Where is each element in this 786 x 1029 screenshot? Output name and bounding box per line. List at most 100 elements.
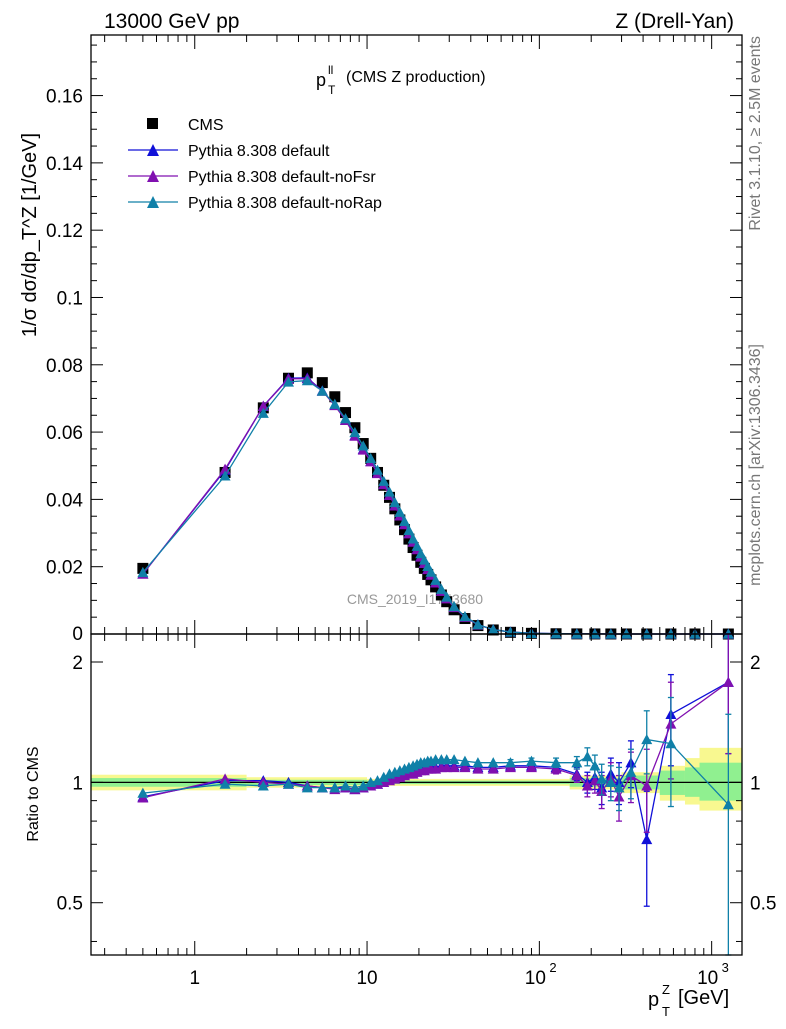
main-series-point-noRap (340, 413, 352, 424)
ratio-series-point-noRap (581, 751, 593, 762)
ratio-series-point-noRap (340, 780, 352, 791)
ratio-xtick-label: 10 (697, 968, 718, 989)
ratio-series-point-noFsr (641, 780, 653, 791)
ratio-series-point-noFsr (571, 770, 583, 781)
cms-data-point (340, 407, 352, 419)
main-ylabel-text: 1/σ dσ/dp_T^Z [1/GeV] (19, 133, 41, 337)
main-series-point-noRap (441, 591, 453, 602)
main-ytick-label-zero: 0 (72, 624, 83, 645)
main-ytick-label: 0.04 (46, 490, 83, 511)
legend-entry-default: Pythia 8.308 default (188, 143, 330, 160)
ratio-series-point-noFsr (219, 773, 231, 784)
ratio-series-point-noFsr (459, 761, 471, 773)
ratio-series-point-noFsr (441, 761, 453, 773)
ratio-frame (90, 633, 743, 956)
ratio-xtick-label: 10 (356, 968, 377, 989)
ratio-series-point-default (641, 833, 653, 845)
ratio-series-point-noRap (459, 755, 471, 766)
main-ytick-label: 0.12 (46, 221, 83, 242)
ratio-series-point-noRap (282, 778, 294, 789)
main-series-point-noRap (407, 533, 419, 544)
ratio-plot-marks (137, 633, 734, 956)
ratio-series-point-noRap (137, 787, 149, 798)
ratio-series-point-noRap (589, 760, 601, 771)
ratio-series-point-noRap (613, 782, 625, 793)
ratio-series-point-noRap (329, 782, 341, 793)
ratio-series-point-noRap (219, 778, 231, 789)
ratio-series-point-noRap (665, 738, 677, 749)
ratio-series-point-noRap (625, 766, 637, 777)
header-left: 13000 GeV pp (104, 10, 239, 33)
main-series-point-noRap (219, 470, 231, 481)
ratio-ylabel: Ratio to CMS (25, 746, 42, 841)
main-series-point-noRap (550, 628, 562, 639)
cms-data-point (407, 542, 419, 554)
ratio-ytick-label-right: 2 (750, 653, 761, 674)
analysis-watermark: CMS_2019_I1753680 (347, 591, 483, 607)
plot-title: p ll T (CMS Z production) (316, 63, 486, 97)
ratio-series-point-noRap (448, 754, 460, 765)
ratio-series-point-noFsr (550, 763, 562, 774)
main-series-point-noRap (378, 475, 390, 486)
ratio-band-inner (699, 762, 742, 801)
main-ylabel: 1/σ dσ/dp_T^Z [1/GeV] (19, 133, 41, 337)
rivet-label: Rivet 3.1.10, ≥ 2.5M events (747, 36, 764, 231)
main-series-point-noRap (411, 540, 423, 551)
ratio-series-point-noRap (525, 755, 537, 766)
main-series-point-noRap (316, 385, 328, 396)
plot-title-sub: T (328, 83, 336, 97)
ratio-ytick-label-left: 2 (72, 653, 83, 674)
ratio-xtick-label: 1 (189, 968, 200, 989)
x-axis-label-sup: Z (662, 982, 670, 997)
ratio-series-point-noRap (357, 780, 369, 791)
ratio-ytick-label-left: 1 (72, 773, 83, 794)
ratio-series-point-noRap (349, 782, 361, 793)
ratio-series-point-noRap (257, 780, 269, 791)
legend: CMS Pythia 8.308 default Pythia 8.308 de… (128, 117, 382, 212)
cms-data-point (316, 377, 328, 389)
legend-entry-nofsr: Pythia 8.308 default-noFsr (188, 169, 376, 186)
ratio-series-point-noFsr (722, 676, 734, 687)
main-series-point-noRap (372, 464, 384, 475)
plot-title-sup: ll (328, 63, 333, 77)
main-series-point-noRap (435, 583, 447, 594)
ratio-series-point-noFsr (581, 780, 593, 791)
legend-entry-cms: CMS (188, 117, 224, 134)
ratio-series-point-noRap (571, 757, 583, 768)
ratio-series-point-noFsr (487, 763, 499, 774)
main-series-point-noRap (349, 426, 361, 438)
legend-marker-norap (147, 196, 159, 208)
ratio-series-point-noRap (487, 757, 499, 768)
main-series-point-noRap (329, 398, 341, 409)
x-axis-label-unit: [GeV] (678, 987, 729, 1009)
ratio-ytick-label-right: 0.5 (750, 894, 776, 915)
x-axis-label-main: p (648, 989, 659, 1011)
main-ytick-label: 0.16 (46, 87, 83, 108)
main-ytick-label: 0.08 (46, 356, 83, 377)
main-series-point-noRap (257, 407, 269, 418)
ratio-xtick-exponent: 2 (549, 960, 556, 975)
ratio-series-point-noRap (301, 782, 313, 793)
main-series-point-noRap (301, 375, 313, 386)
main-series-point-noRap (425, 566, 437, 577)
main-series-point-noRap (472, 619, 484, 630)
ratio-series-point-noFsr (472, 763, 484, 774)
main-ytick-label: 0.14 (46, 154, 83, 175)
main-series-point-noRap (430, 574, 442, 585)
ratio-series-point-noRap (504, 757, 516, 768)
main-series-point-noRap (357, 440, 369, 451)
ratio-series-point-noRap (722, 799, 734, 810)
main-series-point-noFsr (257, 400, 269, 411)
main-ytick-label: 0.02 (46, 558, 83, 579)
main-series-point-noRap (448, 600, 460, 612)
ratio-series-point-noRap (441, 754, 453, 765)
main-series-point-noRap (282, 376, 294, 387)
mcplots-label: mcplots.cern.ch [arXiv:1306.3436] (747, 344, 764, 586)
legend-entry-norap: Pythia 8.308 default-noRap (188, 195, 382, 212)
main-series-point-noRap (365, 452, 377, 464)
plot-title-main: p (316, 70, 326, 90)
ratio-series-point-noRap (472, 757, 484, 768)
cms-data-point (403, 533, 415, 545)
cms-data-point (399, 524, 411, 536)
